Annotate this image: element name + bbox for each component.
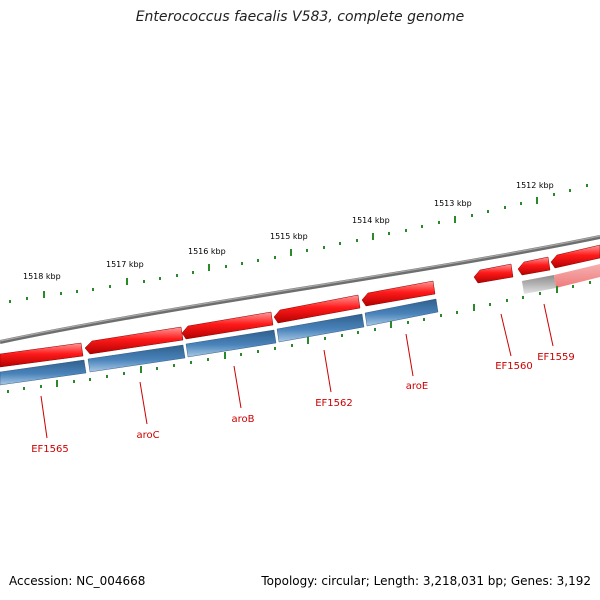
forward-gene-track: [0, 244, 600, 368]
genome-summary-text: Topology: circular; Length: 3,218,031 bp…: [261, 574, 591, 588]
scale-label: 1512 kbp: [516, 181, 554, 190]
outer-scale-ticks: [9, 184, 588, 303]
gene-leader-lines: [40, 303, 554, 439]
inner-scale-ticks: [7, 281, 591, 393]
gene-arrow-aroe[interactable]: [361, 280, 436, 307]
gene-arrow-ef1562[interactable]: [273, 294, 361, 324]
scale-label: 1515 kbp: [270, 232, 308, 241]
reverse-gene-block[interactable]: [185, 329, 277, 358]
reverse-gene-block[interactable]: [87, 344, 186, 373]
gene-label-arob[interactable]: aroB: [232, 414, 255, 425]
accession-text: Accession: NC_004668: [9, 574, 146, 588]
scale-label: 1513 kbp: [434, 199, 472, 208]
gene-arrow-next[interactable]: [550, 244, 600, 269]
faded-gene-track: [522, 264, 600, 294]
gene-label-aroc[interactable]: aroC: [136, 430, 159, 441]
leader-line: [323, 349, 332, 393]
leader-line: [500, 313, 512, 357]
gene-arrow-ef1565[interactable]: [0, 342, 84, 368]
reverse-gene-track: [0, 298, 439, 386]
leader-line: [405, 333, 414, 377]
gene-label-ef1559[interactable]: EF1559: [537, 352, 575, 363]
faded-gene-block[interactable]: [522, 275, 556, 294]
gene-arrow-ef1559[interactable]: [517, 256, 551, 276]
leader-line: [40, 395, 48, 439]
leader-line: [233, 365, 242, 409]
reverse-gene-block[interactable]: [0, 359, 87, 386]
reverse-gene-block[interactable]: [276, 313, 365, 343]
gene-label-aroe[interactable]: aroE: [406, 381, 428, 392]
genome-backbone: [0, 235, 600, 344]
reverse-gene-block[interactable]: [364, 298, 439, 327]
gene-label-ef1565[interactable]: EF1565: [31, 444, 69, 455]
scale-label: 1514 kbp: [352, 216, 390, 225]
map-title: Enterococcus faecalis V583, complete gen…: [135, 9, 465, 25]
gene-arrow-arob[interactable]: [181, 311, 274, 340]
scale-label: 1516 kbp: [188, 247, 226, 256]
gene-label-ef1562[interactable]: EF1562: [315, 398, 353, 409]
gene-arrow-aroc[interactable]: [84, 326, 184, 355]
leader-line: [139, 381, 148, 425]
scale-label: 1518 kbp: [23, 272, 61, 281]
gene-label-ef1560[interactable]: EF1560: [495, 361, 533, 372]
gene-arrow-ef1560[interactable]: [473, 263, 514, 284]
genome-backbone-highlight: [0, 235, 600, 342]
scale-label: 1517 kbp: [106, 260, 144, 269]
leader-line: [543, 303, 554, 347]
faded-gene-block[interactable]: [554, 264, 600, 288]
